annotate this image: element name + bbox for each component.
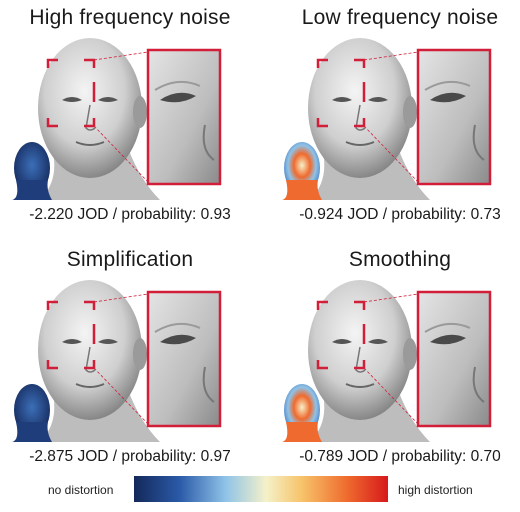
panel-title: Low frequency noise [301, 6, 499, 29]
panel-low-frequency-noise: Low frequency noise [270, 0, 520, 240]
legend-low-label: no distortion [48, 483, 114, 497]
legend-high-label: high distortion [398, 483, 473, 497]
face-render-figure [270, 272, 520, 442]
ear [403, 96, 417, 128]
focus-crop-marks [316, 58, 366, 128]
focus-crop-marks [316, 300, 366, 370]
distortion-heatmap-thumb [282, 142, 322, 200]
zoom-inset [416, 290, 492, 428]
face-render-figure [270, 30, 520, 200]
zoom-inset [416, 48, 492, 186]
panel-caption: -2.220 JOD / probability: 0.93 [29, 206, 231, 223]
face-render-figure [0, 30, 260, 200]
ear [133, 96, 147, 128]
panel-smoothing: Smoothing [270, 242, 520, 482]
panel-title: High frequency noise [29, 6, 231, 29]
ear [403, 338, 417, 370]
distortion-heatmap-thumb [12, 384, 52, 442]
panel-caption: -0.789 JOD / probability: 0.70 [299, 448, 501, 465]
panel-simplification: Simplification [0, 242, 260, 482]
focus-crop-marks [46, 58, 96, 128]
panel-caption: -2.875 JOD / probability: 0.97 [29, 448, 231, 465]
zoom-inset [146, 290, 222, 428]
distortion-heatmap-thumb [12, 142, 52, 200]
ear [133, 338, 147, 370]
panel-high-frequency-noise: High frequency noise [0, 0, 260, 240]
face-render-figure [0, 272, 260, 442]
panel-title: Smoothing [348, 248, 452, 271]
zoom-inset [146, 48, 222, 186]
distortion-colorbar [134, 476, 388, 502]
distortion-heatmap-thumb [282, 384, 322, 442]
panel-title: Simplification [66, 248, 194, 271]
panel-caption: -0.924 JOD / probability: 0.73 [299, 206, 501, 223]
